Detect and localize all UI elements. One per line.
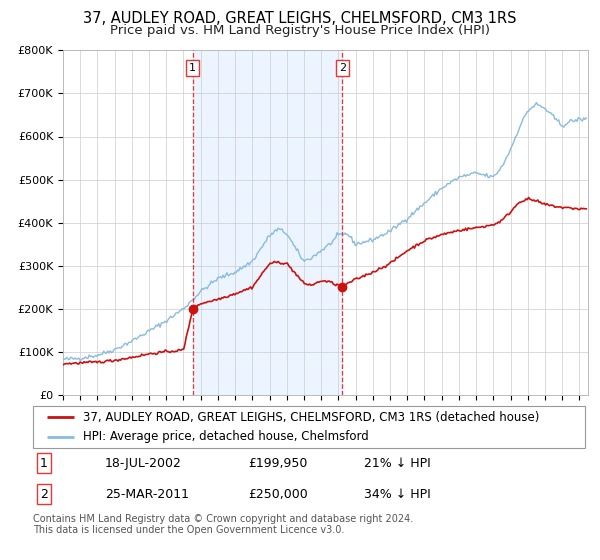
Text: HPI: Average price, detached house, Chelmsford: HPI: Average price, detached house, Chel…	[83, 430, 368, 443]
Text: Contains HM Land Registry data © Crown copyright and database right 2024.: Contains HM Land Registry data © Crown c…	[33, 514, 413, 524]
Text: 25-MAR-2011: 25-MAR-2011	[105, 488, 189, 501]
FancyBboxPatch shape	[33, 406, 585, 448]
Text: £199,950: £199,950	[248, 456, 308, 470]
Text: 37, AUDLEY ROAD, GREAT LEIGHS, CHELMSFORD, CM3 1RS (detached house): 37, AUDLEY ROAD, GREAT LEIGHS, CHELMSFOR…	[83, 411, 539, 424]
Text: 21% ↓ HPI: 21% ↓ HPI	[364, 456, 431, 470]
Text: 2: 2	[339, 63, 346, 73]
Text: Price paid vs. HM Land Registry's House Price Index (HPI): Price paid vs. HM Land Registry's House …	[110, 24, 490, 36]
Text: This data is licensed under the Open Government Licence v3.0.: This data is licensed under the Open Gov…	[33, 525, 344, 535]
Text: 37, AUDLEY ROAD, GREAT LEIGHS, CHELMSFORD, CM3 1RS: 37, AUDLEY ROAD, GREAT LEIGHS, CHELMSFOR…	[83, 11, 517, 26]
Bar	[193, 50, 343, 395]
Text: 1: 1	[189, 63, 196, 73]
Text: 2: 2	[40, 488, 48, 501]
Text: £250,000: £250,000	[248, 488, 308, 501]
Text: 1: 1	[40, 456, 48, 470]
Text: 34% ↓ HPI: 34% ↓ HPI	[364, 488, 431, 501]
Text: 18-JUL-2002: 18-JUL-2002	[105, 456, 182, 470]
